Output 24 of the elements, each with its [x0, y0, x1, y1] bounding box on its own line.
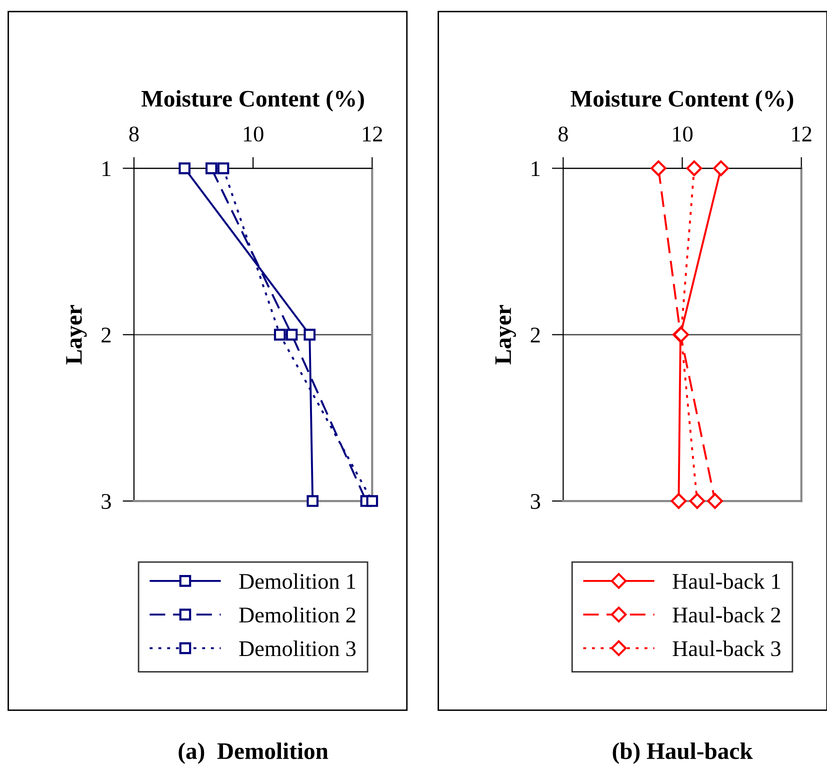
y-tick-label: 3 [102, 494, 111, 509]
x-tick-label: 10 [244, 126, 264, 142]
y-tick-label: 1 [102, 161, 110, 176]
x-tick-label: 8 [558, 126, 568, 142]
x-tick-label: 12 [792, 126, 812, 142]
legend-label: Demolition 3 [239, 640, 356, 656]
y-tick-label: 3 [530, 494, 540, 509]
y-tick-label: 2 [530, 328, 540, 342]
y-axis-title: Layer [495, 305, 516, 364]
legend-label: Haul-back 3 [672, 640, 780, 656]
x-tick-label: 8 [129, 126, 139, 142]
y-tick-label: 1 [532, 161, 540, 176]
legend-label: Demolition 1 [239, 573, 356, 589]
x-axis-title: Moisture Content (%) [570, 90, 794, 112]
legend-label: Demolition 2 [239, 606, 356, 623]
x-tick-label: 12 [362, 126, 382, 142]
y-tick-label: 2 [102, 328, 111, 342]
y-axis-title: Layer [66, 305, 87, 364]
x-axis-title: Moisture Content (%) [142, 90, 364, 112]
x-tick-label: 10 [673, 126, 693, 142]
legend-label: Haul-back 1 [672, 573, 780, 589]
text: (b) Haul-back [612, 742, 753, 764]
text: (a) Demolition [178, 742, 328, 764]
legend-label: Haul-back 2 [672, 606, 780, 623]
